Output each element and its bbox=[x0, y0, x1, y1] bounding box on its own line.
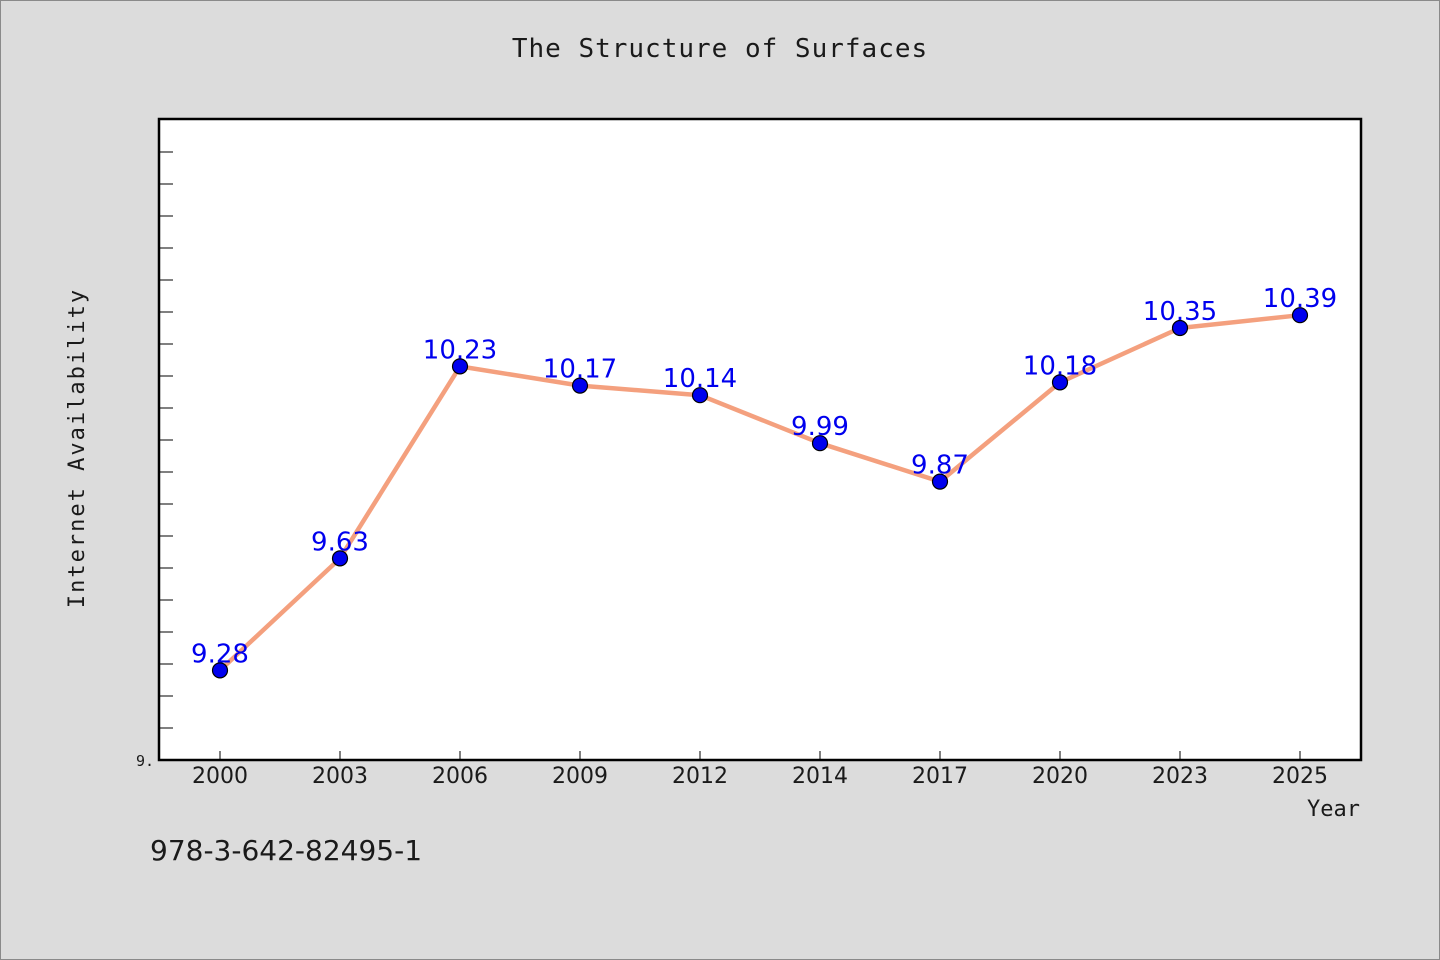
data-label: 10.23 bbox=[423, 335, 497, 365]
isbn-footer: 978-3-642-82495-1 bbox=[150, 834, 423, 867]
plot-area bbox=[157, 117, 1363, 762]
data-label: 10.35 bbox=[1143, 297, 1217, 327]
data-point bbox=[571, 377, 589, 394]
data-point bbox=[931, 473, 949, 490]
data-label: 10.14 bbox=[663, 364, 737, 394]
data-point bbox=[811, 435, 829, 452]
data-point bbox=[1171, 319, 1189, 337]
x-tick-label: 2023 bbox=[1152, 764, 1208, 789]
data-point bbox=[691, 387, 709, 404]
x-tick-label: 2003 bbox=[312, 764, 368, 789]
data-point bbox=[331, 550, 349, 567]
data-label: 10.18 bbox=[1023, 351, 1097, 381]
y-tick-label: 9. bbox=[136, 752, 154, 770]
x-axis-ticks: 2000 2003 2006 2009 2012 2014 2017 2020 2023 2025 bbox=[192, 751, 1328, 789]
x-tick-label: 2012 bbox=[672, 764, 728, 789]
data-label: 9.28 bbox=[191, 639, 249, 669]
x-axis-label: Year bbox=[1307, 797, 1360, 822]
data-label: 9.99 bbox=[791, 412, 849, 442]
chart-title: The Structure of Surfaces bbox=[511, 34, 929, 64]
data-point bbox=[211, 662, 229, 679]
x-tick-label: 2025 bbox=[1272, 764, 1328, 789]
x-tick-label: 2017 bbox=[912, 764, 968, 789]
x-tick-label: 2014 bbox=[792, 764, 848, 789]
data-point bbox=[1051, 374, 1069, 391]
y-axis-label: Internet Availability bbox=[65, 288, 90, 608]
x-tick-label: 2006 bbox=[432, 764, 488, 789]
x-tick-label: 2009 bbox=[552, 764, 608, 789]
series-line bbox=[217, 312, 1303, 673]
data-label: 9.87 bbox=[911, 451, 969, 481]
x-tick-label: 2020 bbox=[1032, 764, 1088, 789]
data-label: 10.17 bbox=[543, 355, 617, 385]
data-label: 9.63 bbox=[311, 527, 369, 557]
series-group: 9.28 9.63 10.23 10.17 10.14 9.99 9.87 10.18 10.3… bbox=[191, 284, 1337, 679]
data-point bbox=[1291, 307, 1309, 324]
y-axis-ticks bbox=[160, 151, 173, 729]
x-tick-label: 2000 bbox=[192, 764, 248, 789]
data-point bbox=[451, 358, 469, 375]
data-label: 10.39 bbox=[1263, 284, 1337, 314]
